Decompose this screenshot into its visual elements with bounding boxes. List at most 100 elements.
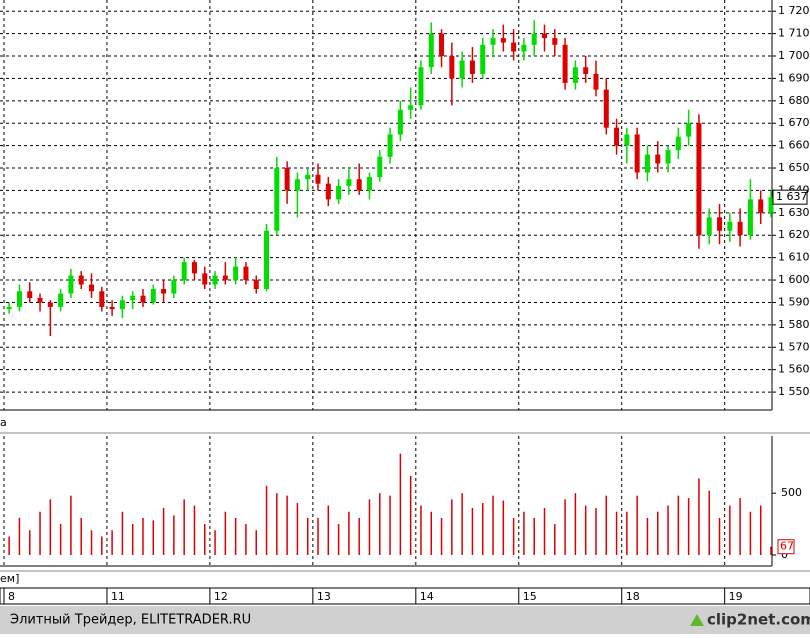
candle-body xyxy=(572,67,578,83)
last-price-box xyxy=(772,189,808,205)
candle-body xyxy=(655,154,661,164)
last-price-label: 1 637 xyxy=(776,190,808,203)
candle-body xyxy=(284,168,290,191)
candle-body xyxy=(747,199,753,236)
candle-body xyxy=(737,221,743,236)
candle-body xyxy=(542,33,548,39)
y-tick-label: 1 560 xyxy=(778,363,810,376)
footer-text: Элитный Трейдер, ELITETRADER.RU xyxy=(10,613,251,628)
candle-body xyxy=(511,42,517,52)
x-tick-label: 8 xyxy=(8,590,15,603)
candle-body xyxy=(68,275,74,294)
y-tick-label: 1 660 xyxy=(778,139,810,152)
candle-body xyxy=(717,217,723,231)
candle-body xyxy=(222,275,228,281)
candle-body xyxy=(449,56,455,79)
candle-body xyxy=(562,44,568,83)
candle-body xyxy=(480,44,486,74)
candle-body xyxy=(243,266,249,281)
candle-body xyxy=(408,105,414,110)
candle-body xyxy=(727,221,733,231)
candle-body xyxy=(634,134,640,173)
candle-body xyxy=(675,136,681,151)
candle-body xyxy=(233,266,239,281)
candle-body xyxy=(624,134,630,146)
candle-body xyxy=(315,174,321,184)
x-tick-label: 13 xyxy=(317,590,331,603)
candle-body xyxy=(500,38,506,43)
x-tick-label: 18 xyxy=(626,590,640,603)
candle-body xyxy=(130,295,136,301)
last-volume-label: 67 xyxy=(780,540,794,553)
candle-body xyxy=(397,109,403,135)
y-tick-label: 1 570 xyxy=(778,340,810,353)
panel-label: а xyxy=(0,416,7,429)
candle-body xyxy=(459,60,465,79)
candle-body xyxy=(366,176,372,191)
candle-body xyxy=(294,179,300,191)
candle-body xyxy=(325,183,331,200)
candle-body xyxy=(119,300,125,310)
candle-body xyxy=(490,38,496,45)
candle-body xyxy=(99,291,105,307)
y-tick-label: 1 610 xyxy=(778,251,810,264)
y-tick-label: 1 680 xyxy=(778,94,810,107)
volume-tick-label: 500 xyxy=(781,486,802,499)
candle-body xyxy=(253,280,259,290)
y-tick-label: 1 580 xyxy=(778,318,810,331)
x-tick-label: 14 xyxy=(420,590,434,603)
candle-body xyxy=(387,134,393,157)
volume-panel-label: ем] xyxy=(0,572,19,585)
candle-body xyxy=(706,217,712,236)
candle-body xyxy=(336,185,342,200)
y-tick-label: 1 720 xyxy=(778,4,810,17)
candle-body xyxy=(181,262,187,281)
x-tick-label: 12 xyxy=(214,590,228,603)
y-tick-label: 1 650 xyxy=(778,161,810,174)
candle-body xyxy=(583,67,589,74)
candle-body xyxy=(6,306,12,310)
candle-body xyxy=(171,280,177,294)
candle-body xyxy=(16,291,22,307)
candle-body xyxy=(191,262,197,274)
candle-body xyxy=(47,302,53,307)
candle-body xyxy=(686,123,692,137)
y-tick-label: 1 600 xyxy=(778,273,810,286)
x-tick-label: 11 xyxy=(111,590,125,603)
last-volume-box xyxy=(777,539,795,555)
candle-body xyxy=(274,168,280,231)
candle-body xyxy=(469,60,475,74)
candle-body xyxy=(109,306,115,310)
candle-body xyxy=(305,174,311,180)
candle-body xyxy=(212,275,218,285)
candle-body xyxy=(418,67,424,106)
candle-body xyxy=(150,289,156,303)
x-tick-label: 19 xyxy=(729,590,743,603)
y-tick-label: 1 550 xyxy=(778,385,810,398)
y-tick-label: 1 620 xyxy=(778,228,810,241)
candle-body xyxy=(27,291,33,298)
candle-body xyxy=(439,33,445,57)
y-tick-label: 1 710 xyxy=(778,27,810,40)
candle-body xyxy=(768,197,774,213)
candle-body xyxy=(758,199,764,213)
candle-body xyxy=(356,179,362,191)
x-tick-label: 15 xyxy=(523,590,537,603)
candle-body xyxy=(346,179,352,186)
candle-body xyxy=(264,230,270,290)
y-tick-label: 1 630 xyxy=(778,206,810,219)
candle-body xyxy=(58,293,64,307)
candle-body xyxy=(531,33,537,45)
y-tick-label: 1 590 xyxy=(778,295,810,308)
candle-body xyxy=(202,273,208,285)
y-tick-label: 1 670 xyxy=(778,116,810,129)
candle-body xyxy=(521,44,527,52)
candle-body xyxy=(89,284,95,292)
y-tick-label: 1 690 xyxy=(778,71,810,84)
candle-body xyxy=(37,297,43,303)
candle-body xyxy=(78,275,84,285)
candle-body xyxy=(593,73,599,90)
volume-tick-label: 0 xyxy=(781,548,788,561)
candle-body xyxy=(696,123,702,236)
